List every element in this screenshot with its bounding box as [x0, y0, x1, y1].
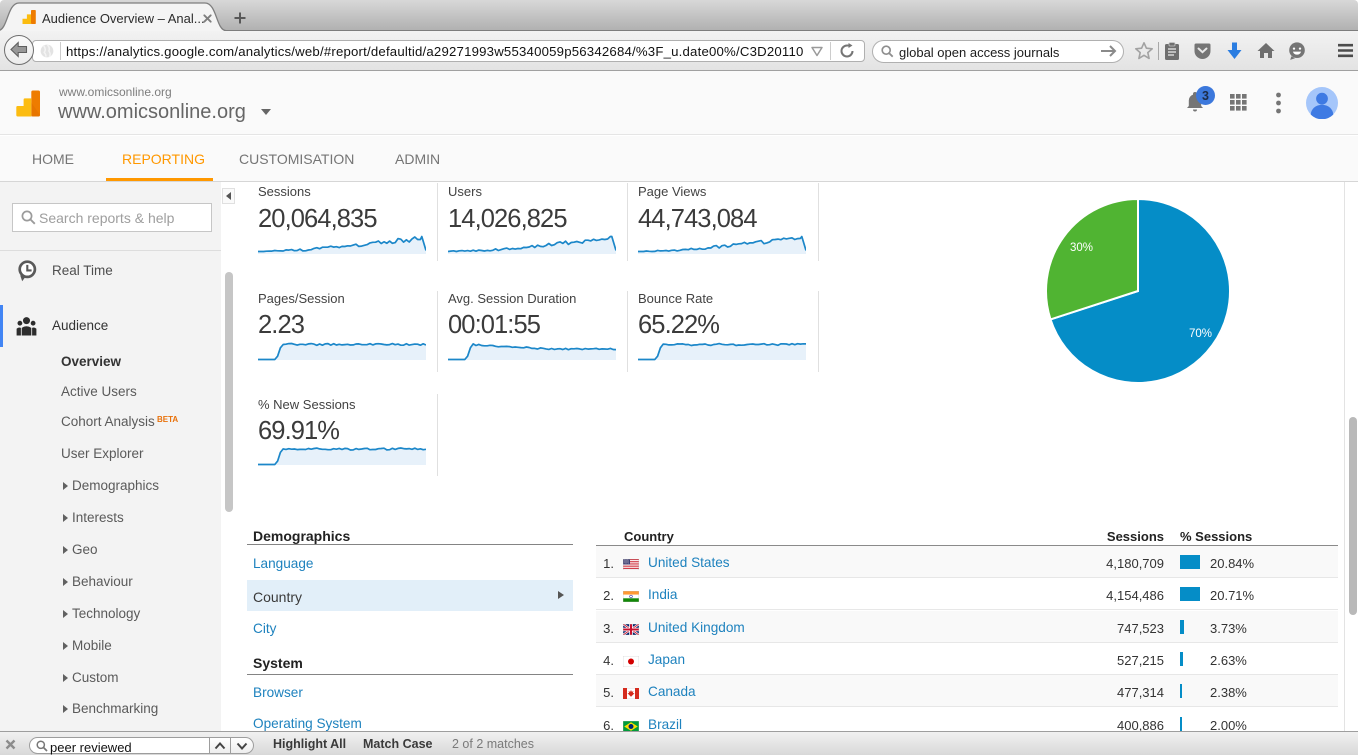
svg-text:30%: 30%: [1070, 242, 1093, 254]
svg-text:70%: 70%: [1189, 328, 1212, 340]
